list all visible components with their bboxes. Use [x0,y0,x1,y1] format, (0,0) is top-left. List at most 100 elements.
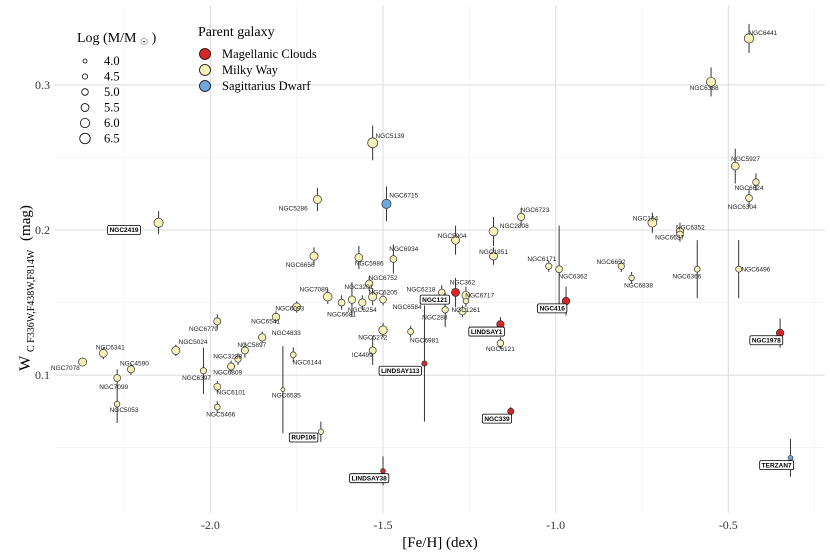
data-point[interactable] [451,287,460,297]
data-point[interactable] [367,137,379,149]
data-point[interactable] [407,328,415,335]
data-point[interactable] [507,407,515,415]
data-point[interactable] [214,403,221,411]
data-point[interactable] [545,262,553,270]
data-point[interactable] [693,265,701,273]
data-point[interactable] [787,455,794,461]
data-point[interactable] [312,195,322,204]
data-point[interactable] [289,351,297,359]
point-label: NGC6656 [286,262,315,269]
data-point[interactable] [706,76,717,87]
data-point[interactable] [488,226,499,237]
label-box [481,413,513,424]
data-point[interactable] [438,288,446,297]
legend-color-items: Magellanic Clouds Milky Way Sagittarius Dw… [199,47,317,93]
data-point[interactable] [378,325,388,335]
data-point[interactable] [227,362,236,371]
point-label: NGC2419 [110,227,139,234]
data-points [78,33,794,474]
data-point[interactable] [421,360,428,367]
data-point[interactable] [317,428,324,435]
point-label: NGC6352 [676,224,705,231]
legend-color-title: Parent galaxy [198,25,275,40]
data-point[interactable] [271,312,281,322]
data-point[interactable] [292,302,302,312]
legend-size-marker [79,132,91,145]
y-axis-title: W C F336W,F438W,F814W (mag) [17,205,38,371]
data-point[interactable] [381,198,392,209]
data-point[interactable] [113,374,121,382]
data-point[interactable] [458,307,467,316]
data-point[interactable] [380,468,386,474]
data-point[interactable] [368,346,377,355]
data-point[interactable] [153,217,164,228]
point-label: NGC6366 [672,274,701,281]
data-point[interactable] [617,262,625,270]
label-box [378,365,422,376]
point-label: NGC104 [633,216,659,223]
label-box [759,460,795,471]
data-point[interactable] [628,274,635,281]
data-point[interactable] [199,367,207,375]
data-point[interactable] [743,33,755,44]
data-point[interactable] [451,235,460,245]
data-point[interactable] [489,251,498,261]
data-point[interactable] [241,346,249,355]
point-label: NGC6715 [389,192,418,199]
data-point[interactable] [347,295,356,304]
label-box [107,225,141,235]
data-point[interactable] [358,298,367,307]
data-point[interactable] [496,339,505,347]
data-point[interactable] [647,217,658,228]
data-point[interactable] [114,401,121,408]
data-point[interactable] [379,295,387,304]
label-box [537,303,568,314]
data-point[interactable] [730,161,740,171]
point-label: LINDSAY1 [471,329,503,336]
x-axis-title: [Fe/H] (dex) [402,535,477,551]
legend-color-label: Sagittarius Dwarf [222,79,311,93]
point-label: NGC6304 [728,204,757,211]
highlight-label: NGC121 [419,294,450,305]
x-tick-label: -2.0 [201,518,220,532]
data-point[interactable] [234,355,242,363]
data-point[interactable] [555,265,563,273]
data-point[interactable] [213,317,222,326]
highlight-label: LINDSAY1 [468,326,505,337]
point-label: NGC4590 [120,361,149,368]
y-tick-label: 0.3 [35,78,50,92]
legend-color-label: Milky Way [222,63,279,77]
data-point[interactable] [365,279,374,288]
point-label: NGC5986 [355,261,384,268]
data-point[interactable] [441,306,449,314]
data-point[interactable] [354,253,364,262]
data-point[interactable] [389,255,398,263]
data-point[interactable] [127,365,135,374]
data-point[interactable] [745,194,753,202]
data-point[interactable] [171,346,181,355]
point-label: NGC5286 [279,205,308,212]
data-point[interactable] [517,212,526,221]
data-point[interactable] [752,178,760,186]
legend-size-label: 4.0 [104,54,120,68]
data-point[interactable] [309,251,319,261]
data-point[interactable] [368,292,378,302]
data-point[interactable] [735,265,743,273]
data-point[interactable] [258,333,267,342]
point-label: NGC5466 [206,412,235,419]
data-point[interactable] [462,297,470,305]
data-point[interactable] [337,298,346,307]
point-label: NGC5897 [237,342,266,349]
label-box [468,326,505,337]
data-point[interactable] [99,349,108,358]
point-label: NGC6535 [272,393,301,400]
point-label: TERZAN7 [762,462,792,469]
data-point[interactable] [280,387,286,392]
data-point[interactable] [213,382,222,391]
legend-size: Log (M/M ☉ ) 4.0 4.55.0 5.56.0 6.5 [77,31,157,146]
data-point[interactable] [323,292,333,302]
data-point[interactable] [676,230,684,238]
highlight-label: NGC2419 [107,225,141,235]
data-point[interactable] [78,357,88,367]
point-label: NGC4833 [272,330,301,337]
